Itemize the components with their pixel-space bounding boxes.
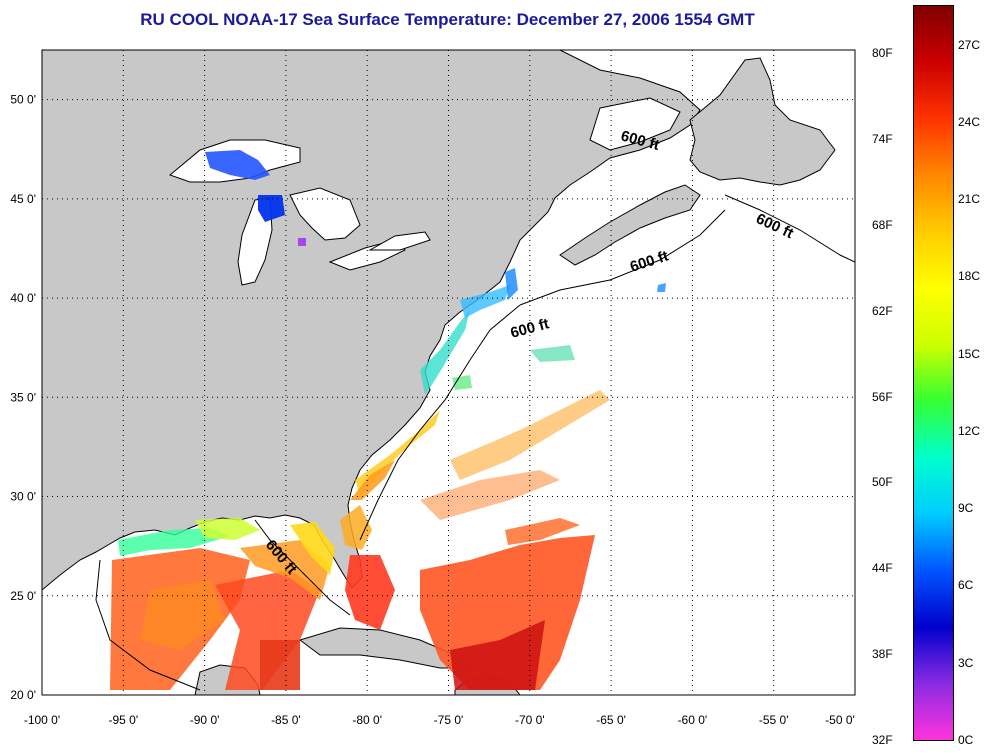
colorbar-fahrenheit-label: 44F: [872, 561, 893, 576]
colorbar-fahrenheit-label: 74F: [872, 132, 893, 147]
coordinate-grid: [42, 50, 855, 695]
gulf-st-lawrence: [589, 97, 681, 151]
longitude-axis: -100 0' -95 0' -90 0' -85 0' -80 0' -75 0' -70…: [24, 713, 855, 727]
colorbar-fahrenheit-label: 56F: [872, 389, 893, 404]
colorbar-celsius-label: 18C: [958, 269, 981, 284]
latitude-label: 50 0': [10, 93, 36, 107]
colorbar-fahrenheit-label: 80F: [872, 46, 893, 61]
longitude-label: -85 0': [271, 713, 301, 727]
map-frame: [41, 49, 856, 696]
latitude-label: 45 0': [10, 192, 36, 206]
colorbar-fahrenheit-label: 50F: [872, 475, 893, 490]
colorbar-celsius-label: 27C: [958, 37, 981, 52]
colorbar-celsius-label: 0C: [958, 733, 974, 747]
longitude-label: -60 0': [678, 713, 708, 727]
colorbar-fahrenheit-label: 62F: [872, 303, 893, 318]
longitude-label: -50 0': [825, 713, 855, 727]
colorbar-celsius-label: 9C: [958, 501, 974, 516]
map-title: RU COOL NOAA-17 Sea Surface Temperature:…: [140, 10, 755, 29]
colorbar-celsius-label: 15C: [958, 346, 981, 361]
colorbar-celsius-label: 3C: [958, 655, 974, 670]
sst-colorbar: [913, 5, 954, 741]
lake-huron: [289, 187, 361, 241]
colorbar-celsius-label: 6C: [958, 578, 974, 593]
latitude-label: 30 0': [10, 490, 36, 504]
colorbar-celsius-label: 24C: [958, 114, 981, 129]
newfoundland-land: [689, 57, 836, 186]
longitude-label: -80 0': [352, 713, 382, 727]
latitude-label: 25 0': [10, 589, 36, 603]
longitude-label: -95 0': [108, 713, 138, 727]
longitude-label: -70 0': [515, 713, 545, 727]
longitude-label: -55 0': [759, 713, 789, 727]
latitude-label: 40 0': [10, 291, 36, 305]
longitude-label: -65 0': [596, 713, 626, 727]
colorbar-fahrenheit-label: 68F: [872, 217, 893, 232]
lake-ontario: [368, 231, 431, 251]
latitude-label: 35 0': [10, 390, 36, 404]
latitude-axis: 50 0' 45 0' 40 0' 35 0' 30 0' 25 0' 20 0': [10, 93, 36, 702]
nova-scotia-land: [559, 184, 701, 266]
bathymetry-contours: [95, 194, 855, 691]
colorbar-fahrenheit-label: 32F: [872, 733, 893, 747]
longitude-label: -100 0': [24, 713, 60, 727]
colorbar-fahrenheit-label: 38F: [872, 647, 893, 662]
longitude-label: -75 0': [434, 713, 464, 727]
latitude-label: 20 0': [10, 688, 36, 702]
colorbar-celsius-label: 12C: [958, 423, 981, 438]
longitude-label: -90 0': [190, 713, 220, 727]
colorbar-celsius-label: 21C: [958, 192, 981, 207]
